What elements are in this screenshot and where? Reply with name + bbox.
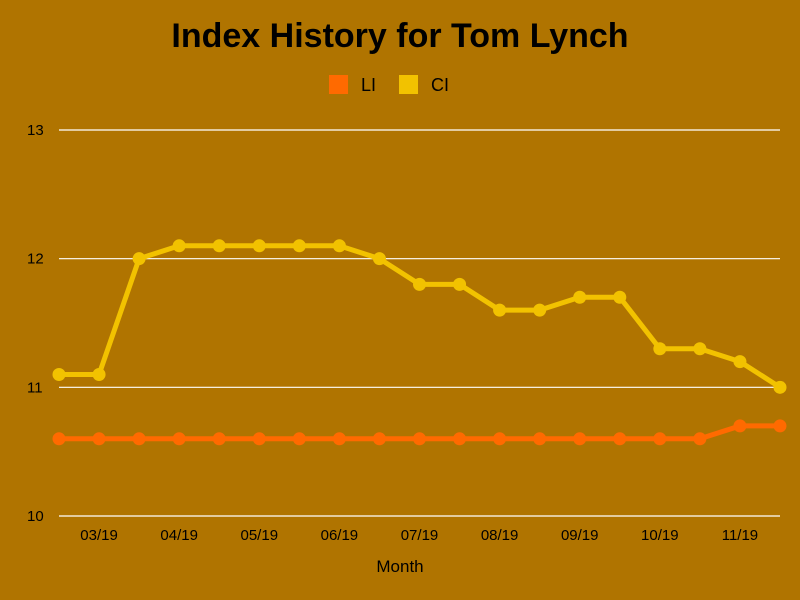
series-points: [52, 239, 787, 446]
y-tick-label: 11: [27, 379, 43, 396]
legend-label-ci: CI: [431, 75, 449, 95]
x-tick-label: 08/19: [481, 527, 519, 544]
data-point-ci[interactable]: [773, 380, 787, 394]
data-point-li[interactable]: [332, 432, 346, 446]
data-point-ci[interactable]: [52, 367, 66, 381]
legend-item-li[interactable]: LI: [329, 75, 376, 95]
data-point-ci[interactable]: [493, 303, 507, 317]
data-point-li[interactable]: [613, 432, 627, 446]
data-point-li[interactable]: [773, 419, 787, 433]
x-tick-label: 04/19: [160, 527, 198, 544]
data-point-li[interactable]: [413, 432, 426, 446]
legend-swatch-li: [329, 75, 348, 94]
data-point-li[interactable]: [172, 432, 186, 446]
data-point-li[interactable]: [573, 432, 587, 446]
x-tick-label: 11/19: [722, 527, 758, 544]
legend-item-ci[interactable]: CI: [399, 75, 449, 95]
data-point-ci[interactable]: [172, 239, 186, 253]
data-point-ci[interactable]: [372, 252, 386, 266]
data-point-li[interactable]: [252, 432, 266, 446]
data-point-ci[interactable]: [453, 277, 467, 291]
legend-label-li: LI: [361, 75, 376, 95]
legend-swatch-ci: [399, 75, 418, 94]
data-point-li[interactable]: [653, 432, 667, 446]
y-tick-label: 13: [27, 122, 44, 139]
data-point-ci[interactable]: [92, 367, 106, 381]
data-point-li[interactable]: [493, 432, 507, 446]
x-tick-label: 07/19: [401, 527, 439, 544]
y-tick-label: 10: [27, 508, 44, 525]
gridlines: [59, 129, 780, 517]
data-point-li[interactable]: [132, 432, 146, 446]
data-point-li[interactable]: [733, 419, 747, 433]
data-point-ci[interactable]: [292, 239, 306, 253]
data-point-li[interactable]: [693, 432, 707, 446]
data-point-ci[interactable]: [533, 303, 547, 317]
data-point-ci[interactable]: [332, 239, 346, 253]
x-axis-ticks: 03/19 04/19 05/19 06/19 07/19 08/19 09/19 10/19…: [80, 527, 758, 544]
data-point-li[interactable]: [52, 432, 66, 446]
data-point-li[interactable]: [372, 432, 386, 446]
data-point-ci[interactable]: [573, 290, 587, 304]
x-tick-label: 03/19: [80, 527, 118, 544]
data-point-ci[interactable]: [413, 277, 426, 291]
x-tick-label: 09/19: [561, 527, 599, 544]
legend: LI CI: [329, 75, 449, 95]
data-point-li[interactable]: [92, 432, 106, 446]
series-lines: [59, 243, 782, 442]
x-tick-label: 05/19: [241, 527, 279, 544]
data-point-ci[interactable]: [212, 239, 226, 253]
data-point-ci[interactable]: [613, 290, 627, 304]
data-point-li[interactable]: [292, 432, 306, 446]
y-axis-ticks: 10 11 12 13: [27, 122, 44, 525]
y-tick-label: 12: [27, 251, 44, 268]
data-point-ci[interactable]: [653, 342, 667, 356]
data-point-li[interactable]: [212, 432, 226, 446]
chart-title: Index History for Tom Lynch: [171, 17, 628, 55]
x-tick-label: 10/19: [641, 527, 679, 544]
data-point-li[interactable]: [533, 432, 547, 446]
data-point-ci[interactable]: [132, 252, 146, 266]
data-point-ci[interactable]: [733, 355, 747, 369]
data-point-li[interactable]: [453, 432, 467, 446]
x-axis-label: Month: [376, 557, 423, 576]
series-line-ci: [59, 243, 782, 390]
x-tick-label: 06/19: [321, 527, 359, 544]
data-point-ci[interactable]: [252, 239, 266, 253]
data-point-ci[interactable]: [693, 342, 707, 356]
